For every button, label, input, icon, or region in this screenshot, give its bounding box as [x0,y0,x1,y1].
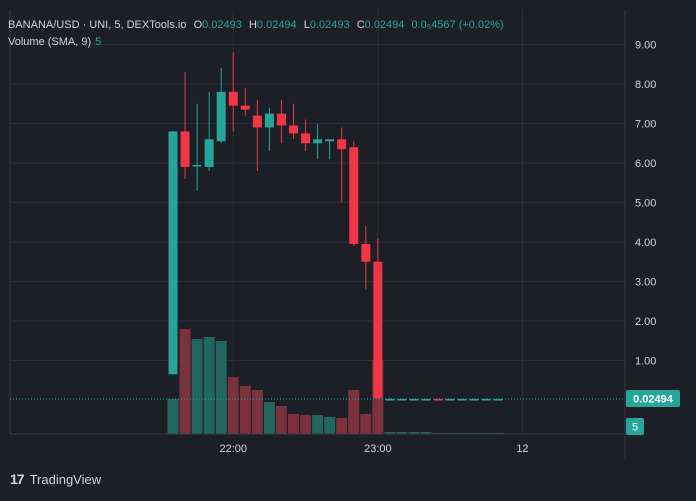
candle-body [457,399,467,401]
candle-body [373,261,383,399]
volume-indicator-value: 5 [95,36,102,48]
candle-body [325,139,335,142]
open-value: 0.02493 [202,19,242,31]
candle-body [361,243,371,262]
y-axis-tick-label: 4.00 [635,237,656,249]
candle-body [301,133,311,144]
candle-body [493,399,503,401]
y-axis-tick-label: 6.00 [635,158,656,170]
y-axis-tick-label: 3.00 [635,277,656,289]
x-axis-tick-label: 12 [516,443,528,455]
x-axis-tick-label: 22:00 [219,443,247,455]
volume-legend-row: Volume (SMA, 9) 5 [8,34,504,51]
candle-body [276,113,286,126]
close-label: C [356,19,365,31]
volume-badge [626,418,644,435]
candle-body [385,399,395,401]
volume-bar [360,414,372,434]
candle-body [264,113,274,128]
volume-bar [300,415,312,434]
close-value: 0.02494 [364,19,405,31]
volume-bar [348,390,360,434]
open-label: O [193,19,203,31]
volume-bar [227,377,239,434]
candle-body [192,164,202,167]
symbol-label[interactable]: BANANA/USD · UNI, 5, DEXTools.io [8,19,187,31]
last-price-badge [626,390,680,407]
candle-body [481,399,491,401]
volume-bar [384,432,396,434]
volume-bar [167,399,179,434]
candle-body [216,91,226,142]
candle-body [252,115,262,128]
ohlc-legend-row: BANANA/USD · UNI, 5, DEXTools.io O0.0249… [8,17,504,34]
volume-bar [239,386,251,434]
volume-bar [191,339,203,434]
change-value: 0.0₅4567 (+0.02%) [411,19,504,31]
candle-body [421,399,431,401]
volume-bar [203,337,215,434]
candle-body [168,131,178,375]
last-price-badge-text: 0.02494 [633,394,674,406]
candle-body [433,399,443,401]
candle-body [313,139,323,144]
volume-bar [408,432,420,434]
volume-bar [215,341,227,434]
volume-bar [275,406,287,434]
y-axis-tick-label: 8.00 [635,79,656,91]
volume-bar [324,417,336,434]
candle-body [228,91,238,106]
volume-bar [251,390,263,434]
tradingview-brand-text: TradingView [29,471,102,487]
candle-body [397,399,407,401]
candle-body [445,399,455,401]
y-axis-tick-label: 2.00 [635,316,656,328]
candle-body [469,399,479,401]
tradingview-footer[interactable]: 17 TradingView [10,470,101,488]
volume-bar [179,329,191,434]
y-axis-tick-label: 1.00 [635,356,656,368]
x-axis-tick-label: 23:00 [364,443,392,455]
candle-body [204,139,214,167]
candle-body [349,147,359,244]
y-axis-tick-label: 5.00 [635,198,656,210]
high-label: H [248,19,257,31]
y-axis-tick-label: 7.00 [635,119,656,131]
candle-body [180,131,190,167]
candle-body [240,105,250,110]
volume-bar [420,432,432,434]
low-value: 0.02493 [309,19,350,31]
chart-legend: BANANA/USD · UNI, 5, DEXTools.io O0.0249… [8,17,504,51]
volume-badge-text: 5 [632,422,638,434]
tradingview-logo-icon: 17 [10,471,25,487]
candle-body [289,125,298,134]
low-label: L [303,19,310,31]
volume-bar [336,418,348,434]
high-value: 0.02494 [256,19,297,31]
volume-bar [288,414,299,434]
candle-body [409,399,419,401]
volume-bar [312,415,324,434]
volume-indicator-label[interactable]: Volume (SMA, 9) [8,36,92,48]
candle-body [337,139,347,150]
volume-bar [396,432,408,434]
volume-bar [263,402,275,434]
y-axis-tick-label: 9.00 [635,40,656,52]
